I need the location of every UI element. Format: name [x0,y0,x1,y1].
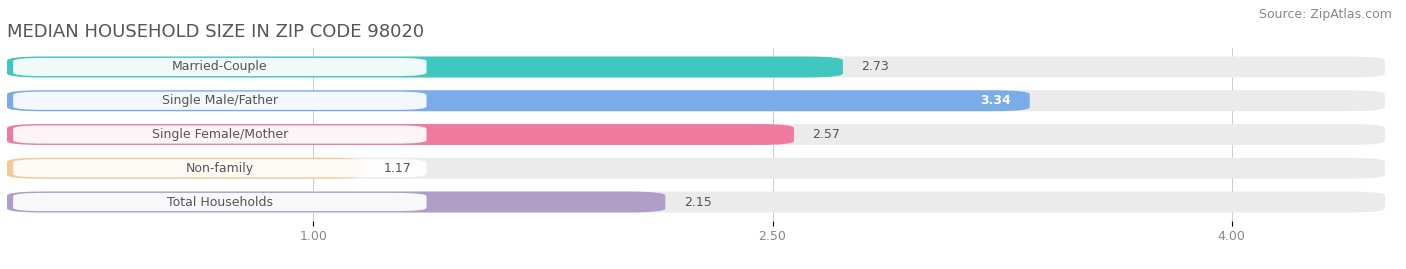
FancyBboxPatch shape [13,193,426,211]
Text: Single Male/Father: Single Male/Father [162,94,278,107]
Text: 2.15: 2.15 [683,196,711,208]
FancyBboxPatch shape [7,124,794,145]
FancyBboxPatch shape [7,90,1385,111]
FancyBboxPatch shape [13,58,426,76]
FancyBboxPatch shape [13,92,426,110]
FancyBboxPatch shape [7,56,844,77]
Text: 1.17: 1.17 [384,162,412,175]
FancyBboxPatch shape [7,192,665,213]
Text: Married-Couple: Married-Couple [172,61,267,73]
Text: Total Households: Total Households [167,196,273,208]
FancyBboxPatch shape [7,158,1385,179]
Text: 2.73: 2.73 [862,61,889,73]
Text: 3.34: 3.34 [980,94,1011,107]
Text: Non-family: Non-family [186,162,254,175]
Text: Single Female/Mother: Single Female/Mother [152,128,288,141]
Text: Source: ZipAtlas.com: Source: ZipAtlas.com [1258,8,1392,21]
FancyBboxPatch shape [7,158,366,179]
FancyBboxPatch shape [7,90,1029,111]
FancyBboxPatch shape [13,125,426,144]
FancyBboxPatch shape [7,56,1385,77]
FancyBboxPatch shape [7,124,1385,145]
FancyBboxPatch shape [13,159,426,177]
Text: 2.57: 2.57 [813,128,841,141]
Text: MEDIAN HOUSEHOLD SIZE IN ZIP CODE 98020: MEDIAN HOUSEHOLD SIZE IN ZIP CODE 98020 [7,23,425,41]
FancyBboxPatch shape [7,192,1385,213]
